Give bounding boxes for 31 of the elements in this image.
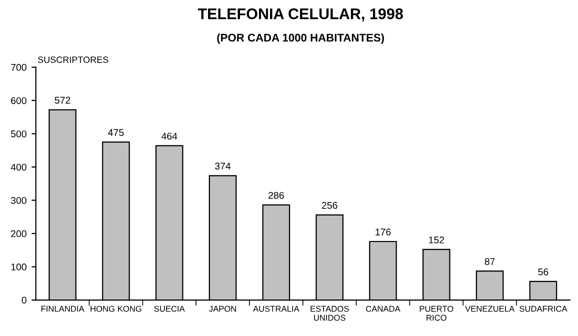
y-tick-label: 500 [10, 130, 26, 138]
y-tick-label: 600 [11, 97, 26, 104]
y-tick-label: 0 [22, 296, 26, 304]
y-tick-label: 100 [11, 264, 26, 270]
x-tick-label: PUERTO RICO [420, 306, 454, 321]
y-axis-title: SUSCRIPTORES [38, 56, 108, 63]
y-tick-label: 700 [11, 64, 26, 71]
chart-subtitle: (POR CADA 1000 HABITANTES) [217, 33, 384, 44]
chart-title: TELEFONIA CELULAR, 1998 [198, 8, 403, 22]
x-tick-label: JAPON [209, 306, 236, 312]
x-tick-label: VENEZUELA [465, 306, 515, 312]
x-tick-label: ESTADOS UNIDOS [310, 306, 349, 321]
y-tick-label: 300 [10, 196, 26, 204]
data-label: 374 [215, 162, 231, 170]
data-label: 475 [108, 129, 124, 136]
x-tick-label: SUDAFRICA [520, 306, 568, 312]
x-tick-label: CANADA [366, 306, 400, 312]
data-label: 176 [376, 228, 391, 236]
y-tick-label: 400 [10, 164, 26, 171]
x-tick-label: AUSTRALIA [253, 306, 300, 312]
data-label: 256 [322, 202, 338, 209]
data-label: 56 [538, 268, 548, 276]
data-label: 87 [484, 258, 495, 266]
x-tick-label: SUECIA [154, 306, 185, 312]
data-label: 286 [268, 192, 284, 199]
data-label: 572 [54, 96, 70, 104]
data-label: 464 [161, 132, 178, 140]
data-label: 152 [429, 236, 444, 244]
x-tick-label: FINLANDIA [41, 306, 84, 312]
y-tick-label: 200 [11, 230, 26, 238]
x-tick-label: HONG KONG [90, 306, 142, 312]
